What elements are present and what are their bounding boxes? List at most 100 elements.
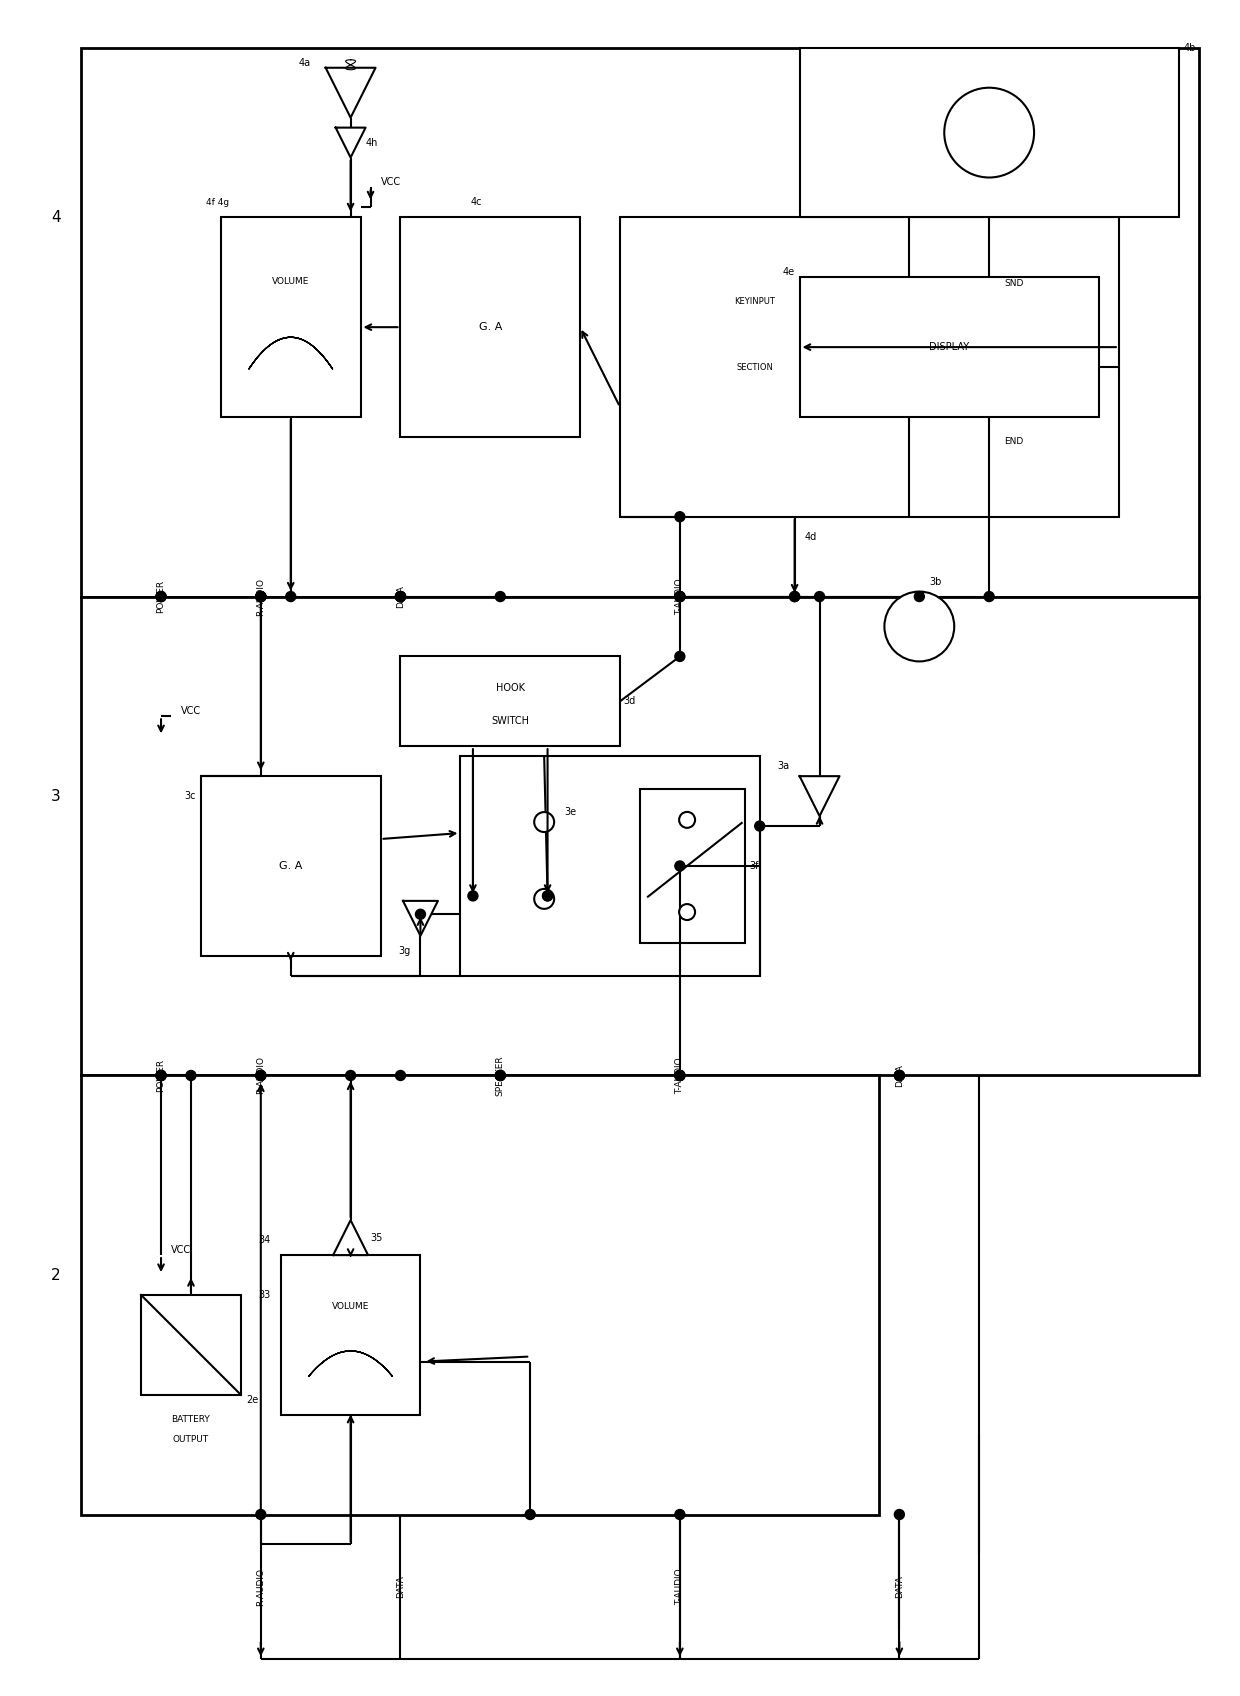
Circle shape: [790, 592, 800, 602]
Bar: [401, 217, 580, 438]
Polygon shape: [326, 68, 376, 117]
Text: SECTION: SECTION: [737, 363, 773, 371]
Circle shape: [755, 821, 765, 831]
Circle shape: [675, 592, 684, 602]
Text: END: END: [1004, 438, 1024, 446]
Circle shape: [945, 88, 1034, 178]
Bar: [81, 1075, 879, 1515]
Circle shape: [255, 1070, 265, 1080]
Bar: [800, 47, 1179, 217]
Bar: [800, 276, 1099, 417]
Circle shape: [495, 1070, 505, 1080]
Circle shape: [285, 592, 295, 602]
Circle shape: [526, 1509, 536, 1520]
Text: 4f 4g: 4f 4g: [206, 198, 229, 207]
Circle shape: [675, 592, 684, 602]
Circle shape: [396, 592, 405, 602]
Circle shape: [495, 1070, 505, 1080]
Text: 4b: 4b: [1184, 42, 1197, 53]
Text: 3f: 3f: [750, 862, 759, 872]
Circle shape: [255, 1070, 265, 1080]
Text: SND: SND: [1004, 278, 1024, 288]
Circle shape: [815, 592, 825, 602]
Circle shape: [884, 592, 955, 661]
Text: 2e: 2e: [246, 1394, 258, 1404]
Circle shape: [894, 1509, 904, 1520]
Circle shape: [675, 1070, 684, 1080]
Text: DATA: DATA: [396, 1576, 405, 1598]
Circle shape: [156, 592, 166, 602]
Circle shape: [675, 1509, 684, 1520]
Circle shape: [894, 1070, 904, 1080]
Circle shape: [675, 1070, 684, 1080]
Text: G. A: G. A: [479, 322, 502, 332]
Text: 34: 34: [258, 1235, 270, 1245]
Circle shape: [156, 1070, 166, 1080]
Circle shape: [255, 592, 265, 602]
Circle shape: [914, 592, 924, 602]
Text: 3g: 3g: [398, 946, 410, 957]
Circle shape: [255, 1509, 265, 1520]
Text: 4d: 4d: [805, 533, 817, 541]
Text: 3a: 3a: [777, 762, 790, 772]
Circle shape: [467, 890, 477, 901]
Text: R-AUDIO: R-AUDIO: [257, 1057, 265, 1094]
Circle shape: [534, 812, 554, 833]
Text: HOOK: HOOK: [496, 683, 525, 694]
Text: DISPLAY: DISPLAY: [929, 343, 970, 353]
Text: 4c: 4c: [470, 197, 482, 207]
Circle shape: [415, 909, 425, 919]
Text: DATA: DATA: [396, 585, 405, 607]
Circle shape: [186, 1070, 196, 1080]
Text: 2: 2: [51, 1267, 61, 1282]
Bar: [460, 756, 760, 975]
Circle shape: [495, 592, 505, 602]
Circle shape: [156, 1070, 166, 1080]
Circle shape: [396, 592, 405, 602]
Circle shape: [790, 592, 800, 602]
Circle shape: [255, 592, 265, 602]
Polygon shape: [336, 127, 366, 158]
Circle shape: [396, 592, 405, 602]
Text: BATTERY: BATTERY: [171, 1414, 211, 1425]
Circle shape: [675, 862, 684, 872]
Bar: [201, 777, 381, 957]
Circle shape: [675, 512, 684, 522]
Circle shape: [675, 592, 684, 602]
Bar: [81, 47, 1199, 597]
Circle shape: [894, 1070, 904, 1080]
Circle shape: [675, 592, 684, 602]
Text: SWITCH: SWITCH: [491, 716, 529, 726]
Text: 3: 3: [51, 789, 61, 804]
Circle shape: [985, 592, 994, 602]
Text: 4h: 4h: [366, 137, 378, 148]
Circle shape: [543, 890, 553, 901]
Text: DATA: DATA: [895, 1063, 904, 1087]
Polygon shape: [403, 901, 438, 936]
Polygon shape: [334, 1219, 368, 1255]
Circle shape: [255, 1070, 265, 1080]
Text: VCC: VCC: [181, 706, 201, 716]
Text: T-AUDIO: T-AUDIO: [676, 1057, 684, 1094]
Circle shape: [255, 592, 265, 602]
Circle shape: [396, 592, 405, 602]
Text: G. A: G. A: [279, 862, 303, 872]
Text: 3e: 3e: [564, 807, 577, 817]
Text: OUTPUT: OUTPUT: [172, 1435, 210, 1445]
Text: T-AUDIO: T-AUDIO: [676, 578, 684, 616]
Text: SPEAKER: SPEAKER: [496, 1055, 505, 1096]
Circle shape: [675, 1070, 684, 1080]
Bar: [81, 597, 1199, 1075]
Text: 4: 4: [51, 210, 61, 226]
Text: VOLUME: VOLUME: [272, 276, 310, 285]
Circle shape: [396, 1070, 405, 1080]
Circle shape: [894, 1070, 904, 1080]
Circle shape: [680, 904, 696, 919]
Text: 3c: 3c: [185, 790, 196, 801]
Circle shape: [534, 889, 554, 909]
Text: 4a: 4a: [299, 58, 311, 68]
Circle shape: [675, 1070, 684, 1080]
Bar: [280, 1255, 420, 1414]
Circle shape: [680, 812, 696, 828]
Text: R-AUDIO: R-AUDIO: [257, 578, 265, 616]
